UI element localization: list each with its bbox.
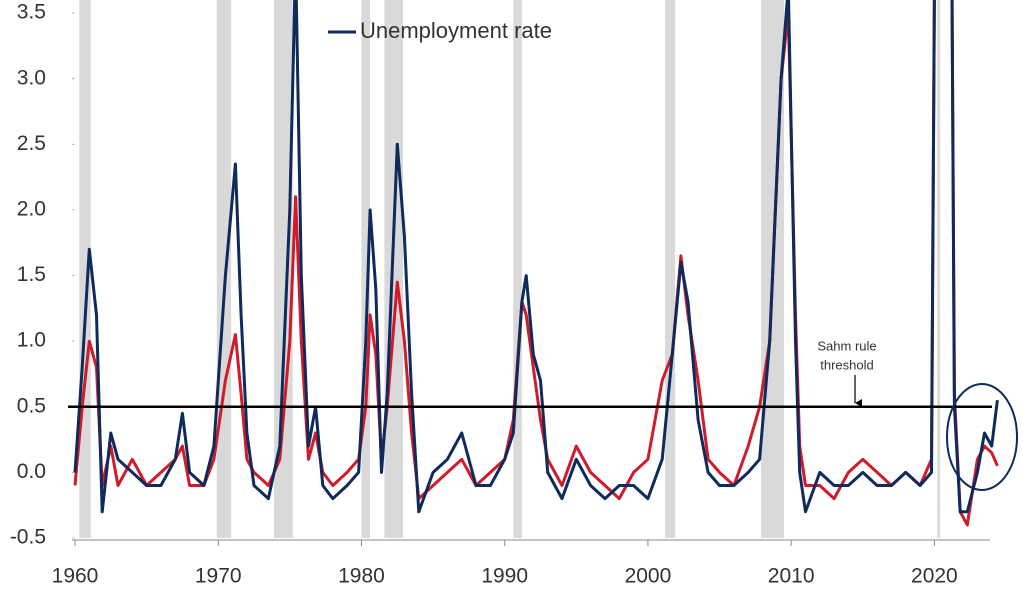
y-tick-label: 3.0 — [17, 66, 46, 89]
x-tick-label: 1960 — [52, 565, 99, 588]
y-tick-label: 2.5 — [17, 132, 46, 155]
y-tick-label: 0.0 — [17, 460, 46, 483]
x-tick-label: 1980 — [338, 565, 385, 588]
y-tick-label: 1.5 — [17, 263, 46, 286]
recession-band — [665, 0, 676, 538]
foreground-layer: -0.5 0.0 0.5 1.0 1.5 2.0 2.5 3.0 3.5 1960 1970 1980… — [10, 1, 992, 588]
recession-band — [513, 0, 522, 538]
highlight-circle — [946, 383, 1018, 491]
x-tick-label: 1970 — [195, 565, 242, 588]
y-tick-label: 2.0 — [17, 197, 46, 220]
recession-band — [216, 0, 232, 538]
x-tick-label: 2000 — [625, 565, 672, 588]
legend-label: Unemployment rate — [360, 18, 552, 43]
x-tick-label: 2020 — [911, 565, 958, 588]
recession-band — [79, 0, 91, 538]
x-tick-label: 1990 — [481, 565, 528, 588]
annotation: Sahm rule — [817, 338, 876, 353]
y-tick-label: 0.5 — [17, 394, 46, 417]
series-line — [73, 0, 999, 514]
x-tick-label: 2010 — [768, 565, 815, 588]
y-tick-label: 3.5 — [17, 1, 46, 24]
y-tick-label: 1.0 — [17, 329, 46, 352]
recession-band — [274, 0, 293, 538]
recession-band — [937, 0, 941, 538]
background-layer — [72, 0, 941, 539]
y-tick-label: -0.5 — [10, 526, 46, 549]
recession-band — [361, 0, 371, 538]
annotation: threshold — [820, 357, 873, 372]
series-layer — [73, 0, 999, 527]
